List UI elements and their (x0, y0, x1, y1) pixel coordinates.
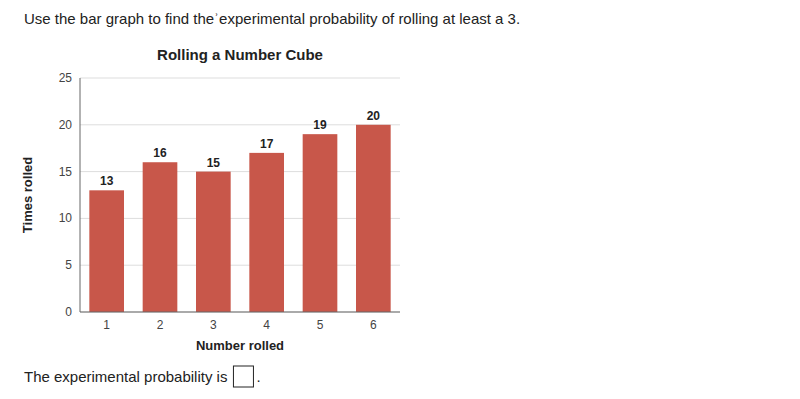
data-label: 13 (100, 174, 114, 188)
period-text: . (256, 368, 260, 385)
x-tick-label: 4 (263, 318, 270, 332)
bar (249, 153, 284, 312)
answer-box (233, 366, 253, 387)
bar (89, 190, 124, 312)
bar (356, 125, 391, 312)
bars (89, 125, 390, 312)
x-axis-label: Number rolled (196, 338, 284, 353)
question-text: Use the bar graph to find theʾexperiment… (24, 10, 520, 27)
x-tick-label: 2 (157, 318, 164, 332)
grid-line (80, 218, 400, 219)
grid-line (80, 78, 400, 79)
chart-title: Rolling a Number Cube (157, 46, 323, 63)
grid (80, 78, 400, 312)
y-axis (80, 78, 81, 312)
x-tick-label: 3 (210, 318, 217, 332)
grid-line (80, 265, 400, 266)
x-tick-label: 5 (317, 318, 324, 332)
bar (196, 172, 231, 312)
y-tick-label: 10 (59, 211, 73, 225)
y-tick-label: 25 (59, 71, 73, 85)
chart-root: Use the bar graph to find theʾexperiment… (0, 0, 800, 399)
data-label: 19 (313, 118, 327, 132)
x-tick-label: 6 (370, 318, 377, 332)
grid-line (80, 124, 400, 125)
y-tick-label: 5 (65, 258, 72, 272)
grid-line (80, 312, 400, 313)
data-label: 15 (207, 156, 221, 170)
data-label: 17 (260, 137, 274, 151)
data-label: 16 (153, 146, 167, 160)
y-tick-label: 20 (59, 118, 73, 132)
data-label: 20 (367, 109, 381, 123)
y-axis-label: Times rolled (20, 157, 35, 233)
x-tick-label: 1 (103, 318, 110, 332)
grid-line (80, 171, 400, 172)
bottom-text: The experimental probability is (24, 368, 227, 385)
bar (303, 134, 338, 312)
bar (143, 162, 178, 312)
x-axis (80, 312, 400, 313)
y-tick-label: 0 (65, 305, 72, 319)
y-tick-label: 15 (59, 165, 73, 179)
